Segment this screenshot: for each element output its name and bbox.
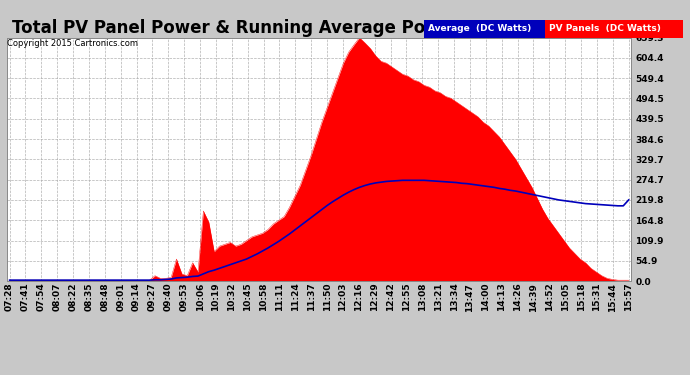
Text: Average  (DC Watts): Average (DC Watts)	[428, 24, 531, 33]
Text: PV Panels  (DC Watts): PV Panels (DC Watts)	[549, 24, 660, 33]
Text: Copyright 2015 Cartronics.com: Copyright 2015 Cartronics.com	[7, 39, 138, 48]
Title: Total PV Panel Power & Running Average Power Tue Dec 29 16:09: Total PV Panel Power & Running Average P…	[12, 20, 627, 38]
